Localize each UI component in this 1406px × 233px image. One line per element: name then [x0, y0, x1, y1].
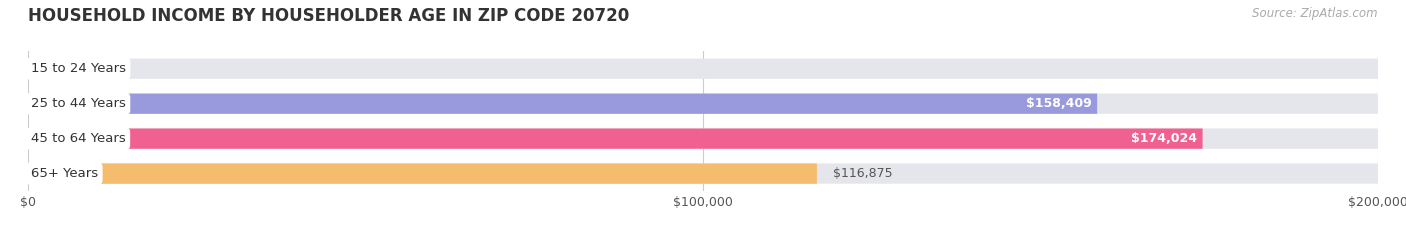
Text: $158,409: $158,409 — [1026, 97, 1092, 110]
Text: $116,875: $116,875 — [834, 167, 893, 180]
FancyBboxPatch shape — [28, 129, 1202, 149]
FancyBboxPatch shape — [28, 59, 1378, 79]
Text: Source: ZipAtlas.com: Source: ZipAtlas.com — [1253, 7, 1378, 20]
FancyBboxPatch shape — [28, 164, 1378, 184]
Text: HOUSEHOLD INCOME BY HOUSEHOLDER AGE IN ZIP CODE 20720: HOUSEHOLD INCOME BY HOUSEHOLDER AGE IN Z… — [28, 7, 630, 25]
Text: 45 to 64 Years: 45 to 64 Years — [31, 132, 125, 145]
Text: $0: $0 — [45, 62, 60, 75]
FancyBboxPatch shape — [28, 93, 1097, 114]
FancyBboxPatch shape — [28, 93, 1378, 114]
Text: 15 to 24 Years: 15 to 24 Years — [31, 62, 125, 75]
Text: 65+ Years: 65+ Years — [31, 167, 98, 180]
FancyBboxPatch shape — [28, 129, 1378, 149]
Text: 25 to 44 Years: 25 to 44 Years — [31, 97, 125, 110]
Text: $174,024: $174,024 — [1132, 132, 1197, 145]
FancyBboxPatch shape — [28, 164, 817, 184]
